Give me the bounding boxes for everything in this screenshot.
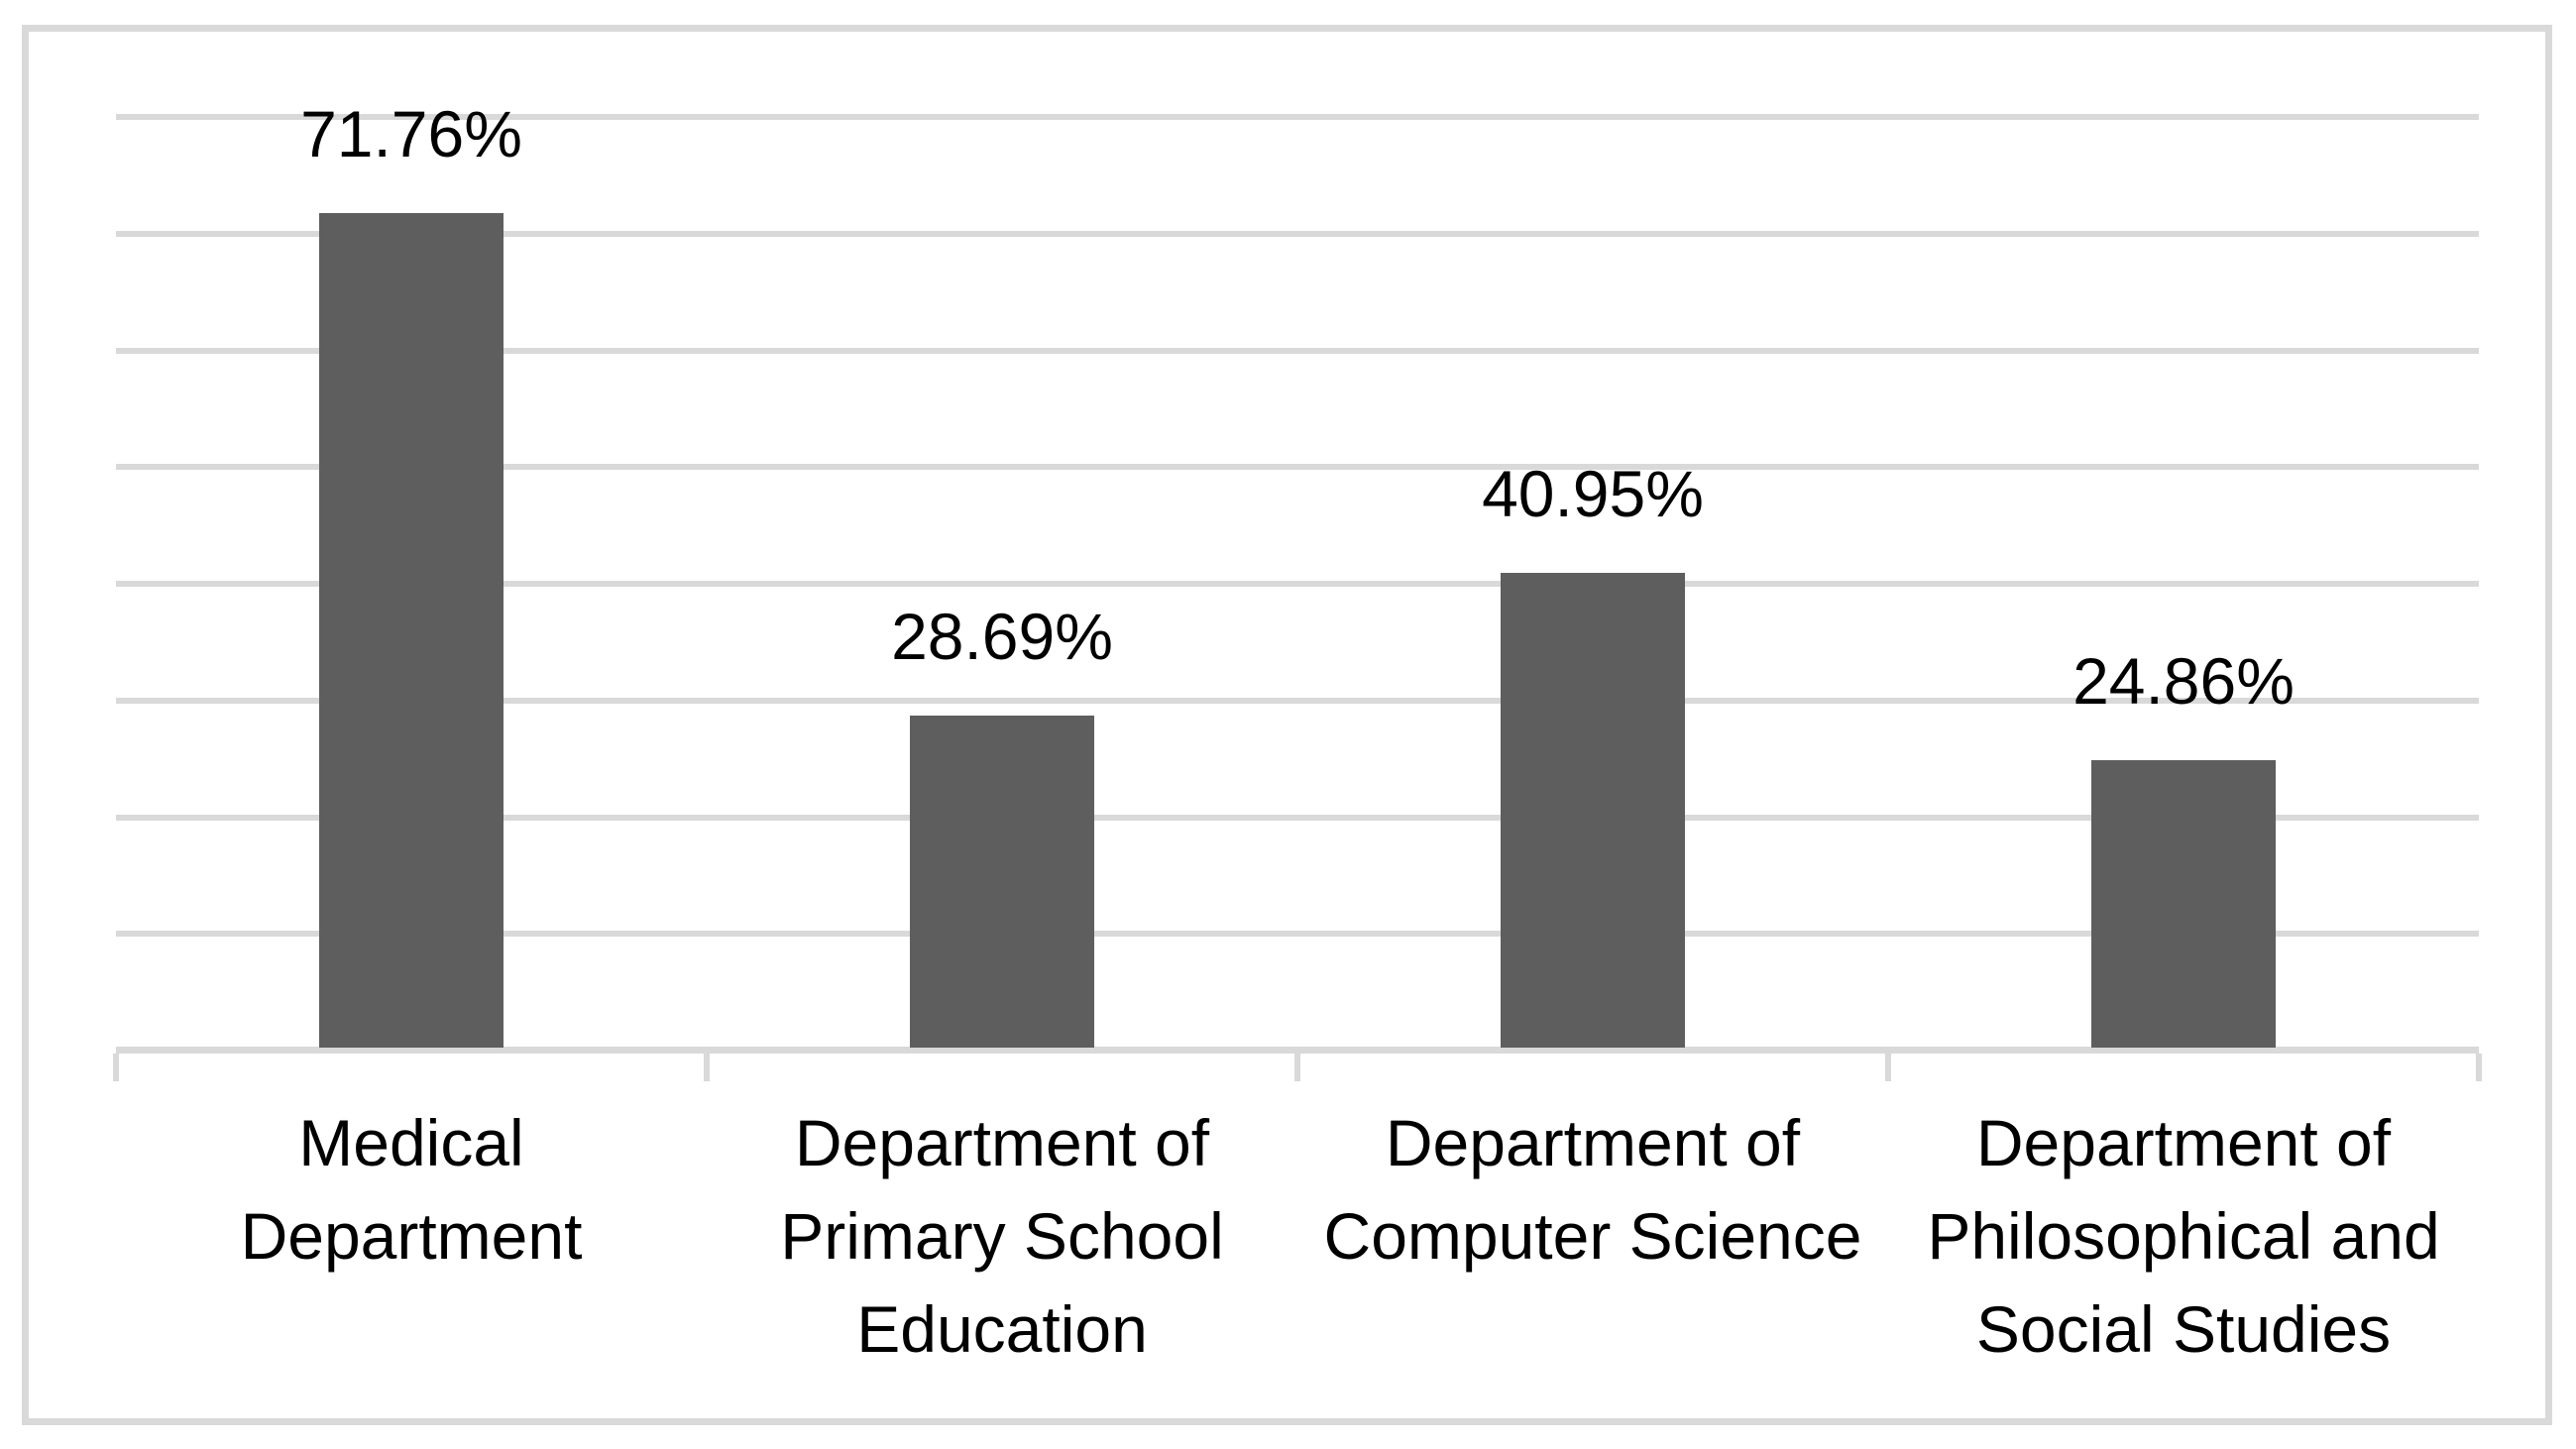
gridline xyxy=(116,114,2479,120)
gridline xyxy=(116,581,2479,587)
bar xyxy=(319,213,504,1048)
category-label: Medical Department xyxy=(116,1096,707,1282)
axis-tick xyxy=(704,1054,710,1081)
category-label-line: Department of xyxy=(794,1106,1210,1179)
category-label-line: Department xyxy=(240,1199,583,1273)
category-label: Department of Primary School Education xyxy=(707,1096,1297,1376)
category-label: Department of Philosophical and Social Stu… xyxy=(1888,1096,2479,1376)
axis-tick xyxy=(113,1054,119,1081)
category-label-line: Department of xyxy=(1385,1106,1801,1179)
gridline xyxy=(116,347,2479,354)
category-label-line: Philosophical and xyxy=(1927,1199,2440,1273)
category-label-line: Medical xyxy=(298,1106,524,1179)
category-label-line: Department of xyxy=(1975,1106,2392,1179)
chart-frame: 71.76% Medical Department 28.69% Department … xyxy=(22,25,2552,1425)
axis-tick xyxy=(1885,1054,1891,1081)
gridline xyxy=(116,464,2479,471)
category-label-line: Social Studies xyxy=(1975,1292,2392,1366)
category-label: Department of Computer Science xyxy=(1297,1096,1888,1282)
bar-value-label: 28.69% xyxy=(891,600,1113,674)
axis-tick xyxy=(2476,1054,2482,1081)
category-label-line: Primary School xyxy=(780,1199,1224,1273)
bar-value-label: 40.95% xyxy=(1482,456,1704,530)
gridline xyxy=(116,697,2479,704)
bar xyxy=(1501,572,1685,1048)
gridline xyxy=(116,931,2479,938)
bar-value-label: 24.86% xyxy=(2072,644,2295,719)
gridline xyxy=(116,230,2479,237)
bar xyxy=(2091,760,2276,1048)
bar-value-label: 71.76% xyxy=(300,97,522,171)
x-axis-line xyxy=(116,1047,2479,1054)
bar xyxy=(910,716,1094,1048)
axis-tick xyxy=(1294,1054,1300,1081)
gridline xyxy=(116,814,2479,821)
category-label-line: Computer Science xyxy=(1323,1199,1862,1273)
category-label-line: Education xyxy=(856,1292,1148,1366)
